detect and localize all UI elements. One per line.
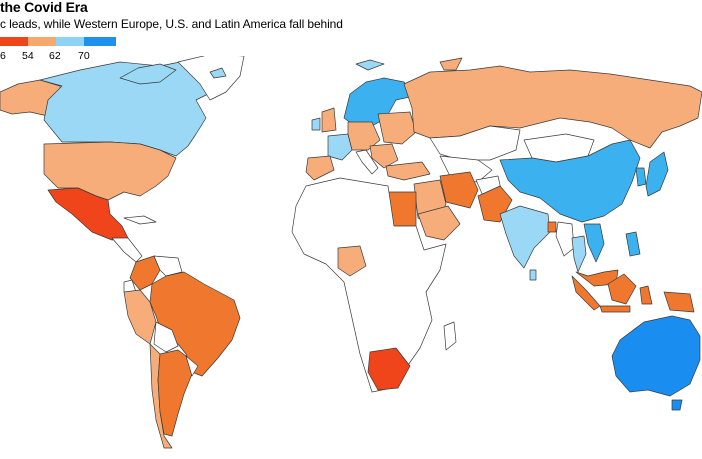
region-canada	[39, 59, 216, 157]
legend-swatch-1	[0, 37, 28, 46]
legend-swatch-4	[84, 37, 116, 46]
region-iran	[439, 171, 479, 209]
region-philippines	[625, 231, 641, 257]
region-tasmania	[671, 399, 683, 411]
region-turkey	[385, 161, 431, 181]
region-myanmar	[555, 221, 575, 257]
region-vietnam	[583, 223, 605, 263]
world-map	[0, 56, 702, 449]
region-japan	[645, 151, 669, 197]
legend-tick-1: 6	[0, 50, 6, 62]
region-kazakhstan	[429, 125, 521, 161]
region-sumatra	[571, 275, 601, 311]
region-mexico	[47, 187, 129, 241]
region-italy	[355, 149, 379, 175]
legend-tick-2: 54	[22, 50, 34, 62]
region-malaysia	[575, 269, 619, 287]
region-uruguay	[185, 355, 199, 377]
chart-subtitle: c leads, while Western Europe, U.S. and …	[0, 17, 343, 31]
region-greenland	[177, 56, 245, 101]
region-borneo	[607, 273, 637, 305]
region-eastern-europe	[377, 111, 417, 145]
region-central-america	[111, 237, 143, 263]
region-sri-lanka	[529, 269, 537, 281]
region-nigeria	[337, 245, 367, 277]
region-iberia	[305, 155, 335, 181]
region-sulawesi	[639, 285, 653, 305]
region-peru	[123, 289, 157, 345]
region-papua	[663, 291, 695, 313]
legend-tick-3: 62	[49, 50, 61, 62]
region-central-europe	[347, 121, 381, 151]
region-java	[599, 305, 631, 313]
chart-title: the Covid Era	[0, 0, 88, 15]
region-usa	[43, 141, 177, 201]
region-novaya-zemlya	[439, 57, 463, 71]
region-canadian-arctic	[119, 63, 177, 85]
region-argentina	[157, 349, 193, 437]
legend-tick-4: 70	[78, 50, 90, 62]
legend-swatch-3	[56, 37, 84, 46]
region-arabia	[417, 205, 461, 241]
region-bangladesh	[547, 221, 557, 233]
legend-swatch-2	[28, 37, 56, 46]
region-cuba	[123, 215, 157, 225]
region-south-africa	[367, 347, 411, 391]
region-korea	[635, 167, 647, 187]
region-thailand	[571, 235, 587, 273]
region-bolivia	[153, 321, 179, 353]
region-madagascar	[443, 321, 457, 351]
region-ireland	[311, 117, 321, 131]
region-china	[499, 139, 641, 223]
color-legend: 6 54 62 70	[0, 37, 120, 63]
region-india	[499, 205, 551, 269]
region-france	[327, 133, 353, 161]
region-svalbard	[355, 59, 385, 71]
region-africa	[291, 177, 447, 393]
region-iceland	[209, 67, 227, 79]
region-balkans	[369, 143, 399, 169]
region-australia	[611, 315, 701, 397]
region-uk	[321, 107, 337, 133]
